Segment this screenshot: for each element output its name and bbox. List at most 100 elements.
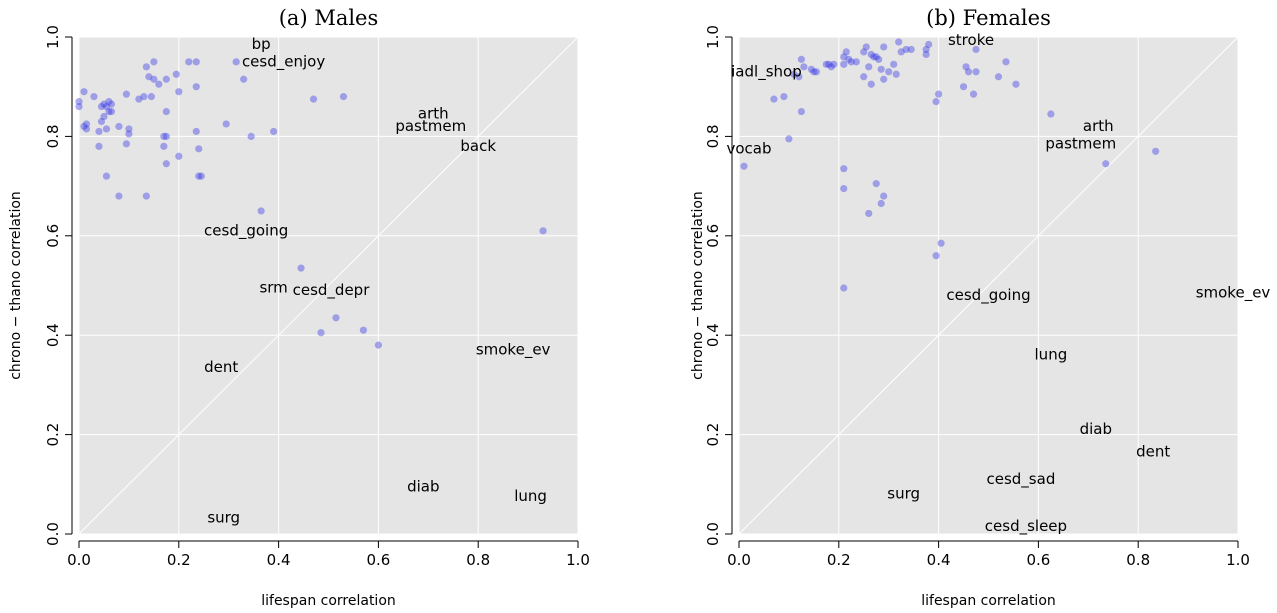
panel1-point-63 [1012,80,1020,88]
panel0-point-14 [105,98,113,106]
panel0-variable-label-9: dent [204,358,238,376]
panel0-point-16 [102,125,111,133]
panel1-y-tick-label-3: 0.6 [704,224,722,248]
panel0-point-18 [107,100,116,108]
panel0-point-12 [100,100,108,108]
panel1-x-axis-title: lifespan correlation [921,593,1056,609]
panel1-point-8 [800,63,808,71]
panel0-variable-label-2: arth [418,105,449,123]
panel1-point-0 [740,162,748,170]
panel0-point-39 [162,160,170,168]
panel1-y-tick-label-2: 0.4 [704,323,722,347]
panel0-point-44 [185,58,193,66]
panel1-point-26 [870,53,878,61]
panel1-point-21 [852,58,860,66]
panel0-point-61 [339,93,348,101]
panel1-point-3 [785,135,793,143]
panel0-point-4 [82,125,91,133]
panel0-point-26 [135,95,143,103]
panel0-point-28 [142,63,150,71]
panel1-point-13 [825,60,833,68]
panel1-point-14 [827,63,835,71]
panel1-point-31 [867,80,875,88]
panel1-x-tick-label-0: 0.0 [727,551,751,569]
panel1-variable-label-9: dent [1136,442,1170,460]
panel0-variable-label-4: back [460,137,496,155]
panel1-point-56 [962,63,970,71]
panel1-point-5 [795,73,803,81]
panel0-point-0 [75,98,83,106]
panel1-point-4 [790,70,798,78]
panel0-point-48 [195,145,203,153]
panel0-point-62 [359,326,368,334]
panel0-point-10 [97,117,106,126]
panel1-x-tick-label-4: 0.8 [1126,551,1150,569]
panel0-point-6 [90,93,98,101]
panel1-point-27 [872,53,880,61]
panel1-point-43 [925,40,933,49]
panel1-variable-label-0: stroke [948,31,994,49]
panel0-variable-label-12: surg [207,509,240,527]
panel0-point-59 [317,329,325,337]
panel0-point-17 [102,172,111,180]
panel1-point-34 [885,68,893,76]
panel0-variable-label-11: lung [514,487,547,505]
panel0-y-tick-label-4: 0.8 [44,124,62,148]
panel0-x-tick-label-0: 0.0 [67,551,91,569]
panel1-point-19 [845,55,853,63]
panel0-point-60 [332,314,340,322]
panel1-point-49 [880,192,888,200]
panel0-point-36 [160,132,168,140]
panel1-point-24 [865,63,873,71]
panel1-point-30 [860,73,868,81]
panel1-point-17 [840,53,848,61]
panel1-point-65 [1102,160,1110,168]
panel0-point-29 [145,73,153,81]
panel1-point-25 [867,50,875,58]
panel0-point-5 [82,120,91,128]
panel0-identity-line [78,36,579,535]
panel0-point-45 [192,58,200,66]
panel1-variable-label-2: arth [1083,117,1114,135]
panel0-point-22 [122,140,131,148]
panel1-point-59 [972,68,980,76]
panel0-point-43 [175,152,183,160]
panel0-point-27 [140,93,148,101]
panel1-point-41 [922,50,930,58]
panel1-point-47 [840,184,848,193]
panel0-x-tick-label-1: 0.2 [167,551,191,569]
panel0-y-tick-label-3: 0.6 [44,224,62,248]
panel1-point-36 [892,70,900,78]
panel1-point-48 [872,180,880,188]
panel1-point-10 [810,68,818,76]
panel0-point-64 [539,227,547,235]
panel1-point-12 [822,60,830,68]
panel0-variable-label-8: smoke_ev [476,341,551,360]
panel1-point-33 [880,75,888,83]
panel0-point-37 [162,75,170,83]
panel0-point-38 [162,132,170,140]
panel1-title: (b) Females [926,6,1051,30]
panel0-y-tick-label-2: 0.4 [44,323,62,347]
panel1-point-18 [842,48,850,56]
panel1-point-66 [1152,147,1160,155]
panel1-point-55 [959,83,968,91]
panel0-x-tick-label-3: 0.6 [366,551,390,569]
panel0-point-56 [270,127,278,136]
panel1-point-40 [907,45,915,54]
panel1-x-tick-label-5: 1.0 [1226,551,1250,569]
panel0-point-40 [162,107,170,116]
panel0-point-15 [105,107,113,116]
panel1-point-42 [922,45,930,54]
panel0-x-tick-label-2: 0.4 [267,551,291,569]
panel1-variable-label-8: diab [1080,420,1112,438]
panel0-y-tick-label-0: 0.0 [44,522,62,546]
panel1-y-tick-label-0: 0.0 [704,522,722,546]
panel0-point-11 [100,112,108,121]
panel0-point-32 [150,75,158,83]
panel1-point-6 [797,107,805,116]
panel1-variable-label-12: cesd_sleep [985,517,1067,536]
panel1-variable-label-7: lung [1035,346,1068,364]
